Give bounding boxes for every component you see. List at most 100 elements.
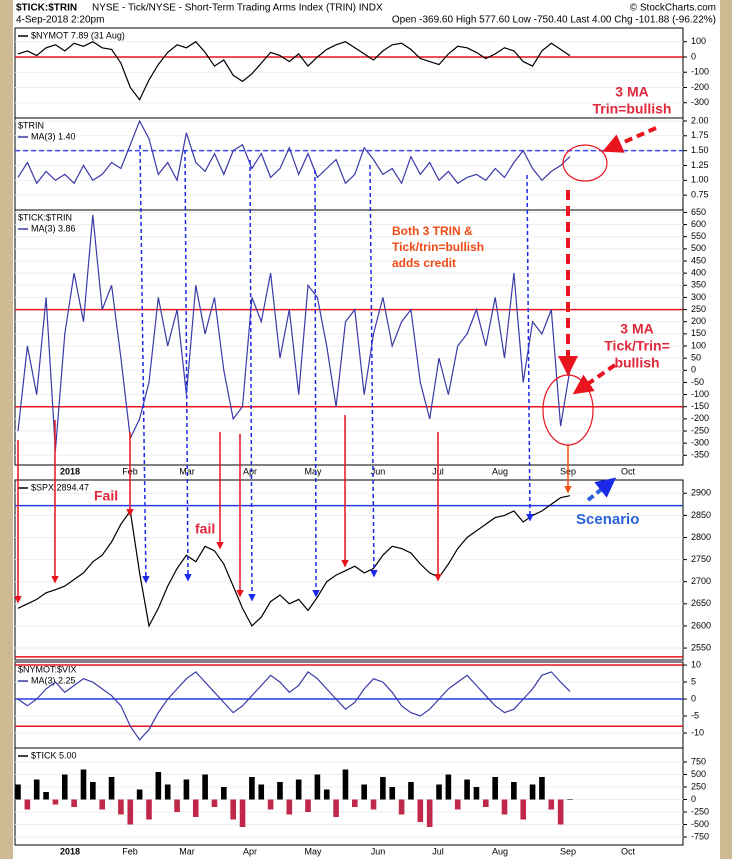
bar (15, 784, 21, 800)
y-tick-label: 300 (691, 292, 706, 302)
y-tick-label: 500 (691, 243, 706, 253)
bar (314, 774, 321, 800)
bar (454, 799, 461, 810)
arrow (248, 159, 256, 602)
y-tick-label: -200 (691, 413, 709, 423)
arrow (526, 174, 534, 522)
y-tick-label: 250 (691, 304, 706, 314)
y-tick-label: 100 (691, 36, 706, 46)
x-tick-label: Oct (621, 466, 636, 476)
y-tick-label: -300 (691, 97, 709, 107)
source: © StockCharts.com (630, 3, 716, 14)
bar (567, 799, 573, 800)
bar (80, 769, 87, 800)
y-tick-label: -150 (691, 401, 709, 411)
x-tick-label: Sep (560, 846, 576, 856)
bar (445, 774, 452, 800)
bar (539, 777, 545, 800)
bar (71, 799, 77, 807)
bar (482, 799, 489, 807)
series-line (17, 671, 571, 741)
y-tick-label: 1.25 (691, 160, 709, 170)
annotation: Trin=bullish (593, 101, 672, 117)
y-tick-label: 150 (691, 328, 706, 338)
bar (417, 799, 424, 822)
annotation: bullish (614, 355, 659, 371)
x-tick-label: Feb (122, 846, 138, 856)
x-tick-label: Jul (432, 846, 444, 856)
bar (174, 799, 180, 812)
bar (473, 787, 480, 800)
annotation: adds credit (392, 256, 456, 270)
arrow (369, 164, 378, 578)
bar (408, 782, 414, 800)
bar (557, 799, 564, 825)
series-line (17, 214, 571, 451)
y-tick-label: 500 (691, 769, 706, 779)
bar (267, 799, 274, 810)
bar (398, 799, 405, 815)
y-tick-label: 1.50 (691, 145, 709, 155)
bar (127, 799, 134, 825)
highlight (562, 144, 608, 182)
bar (464, 779, 470, 800)
y-tick-label: 10 (691, 659, 701, 669)
y-tick-label: 750 (691, 756, 706, 766)
panel-frame (14, 747, 684, 846)
y-tick-label: -50 (691, 377, 704, 387)
bar (286, 799, 293, 815)
y-tick-label: -100 (691, 389, 709, 399)
bar (258, 784, 265, 800)
bar (370, 799, 377, 810)
bar (52, 799, 59, 805)
legend-label: MA(3) 2.25 (31, 675, 76, 685)
bar (43, 792, 49, 800)
bar (118, 799, 124, 815)
annotation: 3 MA (620, 321, 653, 337)
y-tick-label: -250 (691, 425, 709, 435)
y-tick-label: -250 (691, 806, 709, 816)
y-tick-label: 550 (691, 231, 706, 241)
series-line (17, 119, 571, 185)
y-tick-label: 200 (691, 316, 706, 326)
y-tick-label: 2.00 (691, 115, 709, 125)
y-tick-label: 5 (691, 676, 696, 686)
y-tick-label: -300 (691, 438, 709, 448)
arrows (14, 126, 657, 604)
x-tick-label: Oct (621, 846, 636, 856)
y-tick-label: -200 (691, 82, 709, 92)
x-tick-label: Apr (243, 466, 257, 476)
y-tick-label: 0 (691, 794, 696, 804)
y-tick-label: 600 (691, 219, 706, 229)
bar (155, 772, 162, 800)
blue-arrows (139, 144, 534, 602)
highlight (542, 374, 594, 446)
legend-label: MA(3) 1.40 (31, 131, 76, 141)
y-tick-label: -750 (691, 831, 709, 841)
bar (352, 799, 358, 807)
bar (389, 787, 396, 800)
bar (192, 799, 199, 817)
bar (305, 799, 311, 812)
bar (90, 782, 96, 800)
symbol: $TICK:$TRIN (16, 3, 77, 14)
arrow (572, 363, 617, 395)
x-tick-label: 2018 (60, 846, 80, 856)
y-tick-label: 0 (691, 365, 696, 375)
bar (164, 784, 171, 800)
x-tick-label: May (304, 466, 322, 476)
y-tick-label: 2700 (691, 576, 711, 586)
legend-label: MA(3) 3.86 (31, 223, 76, 233)
y-tick-label: 2800 (691, 532, 711, 542)
annotation: Both 3 TRIN & (392, 224, 473, 238)
bar (323, 789, 330, 800)
red-arrows (14, 415, 442, 604)
annotation: Tick/trin=bullish (392, 240, 484, 254)
panel-frame (14, 479, 684, 661)
y-tick-label: 400 (691, 268, 706, 278)
bar (361, 784, 367, 800)
quote: Open -369.60 High 577.60 Low -750.40 Las… (392, 15, 716, 26)
x-tick-label: Mar (179, 466, 195, 476)
